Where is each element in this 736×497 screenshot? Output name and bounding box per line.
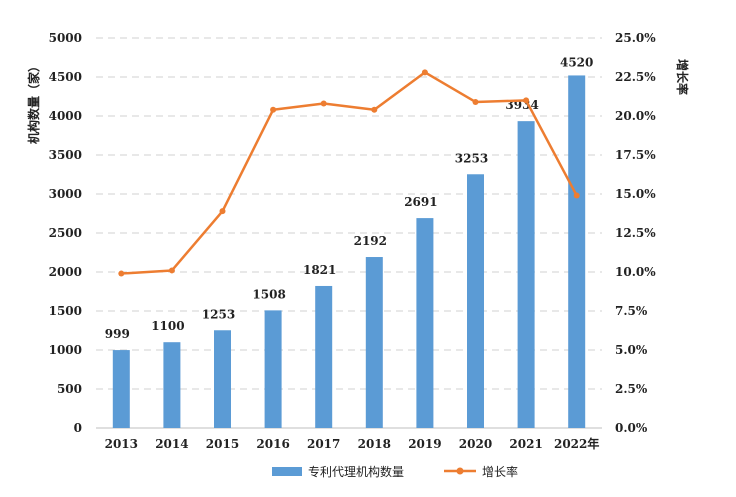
x-tick-label: 2018 (358, 437, 391, 451)
bar (112, 350, 130, 428)
x-tick-label: 2021 (509, 437, 542, 451)
bar-data-label: 2691 (404, 195, 437, 209)
y2-tick-label: 5.0% (615, 343, 648, 357)
y2-tick-label: 2.5% (615, 382, 648, 396)
legend-bar-label: 专利代理机构数量 (308, 464, 404, 479)
bar-data-label: 4520 (560, 55, 593, 69)
bar (517, 121, 535, 428)
y2-tick-label: 17.5% (615, 148, 656, 162)
bar-data-label: 1253 (202, 307, 235, 321)
y-tick-label: 3500 (49, 148, 82, 162)
line-point (118, 270, 125, 277)
legend: 专利代理机构数量 增长率 (272, 464, 518, 479)
x-tick-label: 2017 (307, 437, 340, 451)
bar (568, 75, 586, 428)
y2-tick-label: 25.0% (615, 31, 656, 45)
y-tick-label: 1500 (49, 304, 82, 318)
y2-tick-label: 22.5% (615, 70, 656, 84)
legend-line-marker (456, 467, 464, 475)
bar-series (112, 75, 586, 428)
bar-data-label: 1508 (252, 287, 285, 301)
bar-data-label: 3253 (455, 151, 488, 165)
line-point (168, 267, 175, 274)
line-point (421, 69, 428, 76)
bar (315, 285, 333, 428)
y-tick-label: 2000 (49, 265, 82, 279)
x-axis-ticks: 2013 2014 2015 2016 2017 2018 2019 2020 2021 2022… (105, 436, 600, 451)
line-point (523, 97, 530, 104)
y-tick-label: 4500 (49, 70, 82, 84)
y2-axis-title: 增长率 (675, 59, 690, 95)
right-axis-ticks: 0.0% 2.5% 5.0% 7.5% 10.0% 12.5% 15.0% 17.5% 20.0… (615, 31, 656, 435)
bar-data-label: 2192 (354, 234, 387, 248)
y-tick-label: 3000 (49, 187, 82, 201)
legend-line-label: 增长率 (482, 464, 518, 479)
bar-data-label: 1100 (151, 319, 184, 333)
x-tick-label: 2022年 (554, 436, 599, 451)
bar (214, 330, 231, 428)
bar (264, 310, 282, 428)
line-path (121, 71, 578, 275)
x-tick-label: 2013 (105, 437, 138, 451)
line-series (118, 69, 580, 277)
y-tick-label: 5000 (49, 31, 82, 45)
line-point (219, 208, 226, 215)
bar-data-label: 999 (105, 327, 130, 341)
bar (365, 257, 383, 428)
y-tick-label: 2500 (49, 226, 82, 240)
bar (416, 218, 434, 428)
legend-bar-swatch (272, 467, 302, 476)
x-tick-label: 2016 (256, 437, 289, 451)
x-tick-label: 2020 (459, 437, 492, 451)
y-tick-label: 1000 (49, 343, 82, 357)
line-point (573, 192, 580, 199)
x-tick-label: 2015 (206, 437, 239, 451)
y-tick-label: 0 (74, 421, 82, 435)
line-point (320, 100, 327, 107)
x-tick-label: 2019 (408, 437, 441, 451)
line-point (270, 106, 277, 113)
y-tick-label: 500 (57, 382, 82, 396)
left-axis-ticks: 0 500 1000 1500 2000 2500 3000 3500 4000 4500 5000 (49, 31, 82, 435)
y2-tick-label: 10.0% (615, 265, 656, 279)
x-tick-label: 2014 (155, 437, 188, 451)
line-point (472, 98, 479, 105)
bar (467, 174, 484, 428)
y2-tick-label: 0.0% (615, 421, 648, 435)
y2-tick-label: 7.5% (615, 304, 648, 318)
y2-tick-label: 20.0% (615, 109, 656, 123)
bar-data-label: 1821 (303, 263, 336, 277)
y-tick-label: 4000 (49, 109, 82, 123)
y2-tick-label: 12.5% (615, 226, 656, 240)
bar (163, 342, 181, 428)
line-point (371, 106, 378, 113)
y2-tick-label: 15.0% (615, 187, 656, 201)
y-axis-title: 机构数量（家） (26, 60, 41, 144)
